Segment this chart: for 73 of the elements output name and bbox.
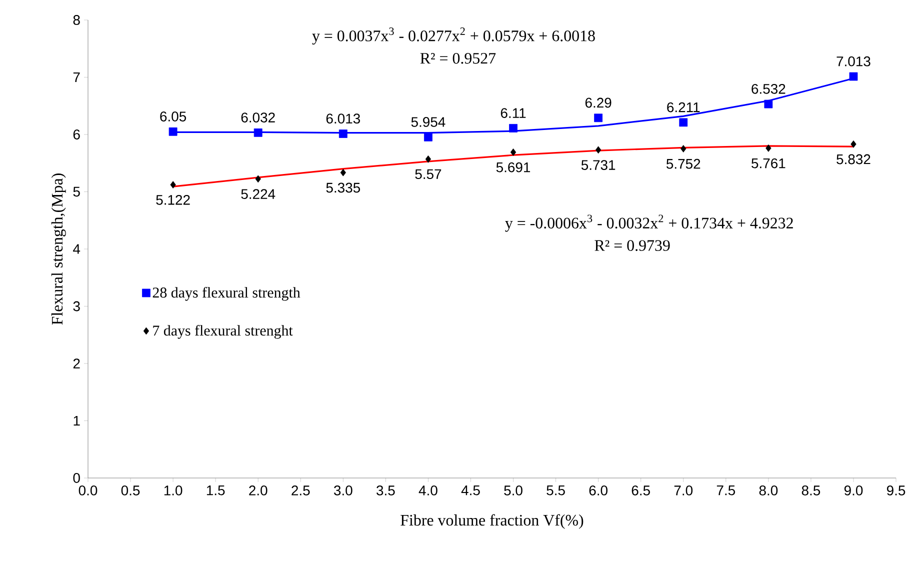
- x-tick-label: 3.0: [334, 486, 352, 496]
- x-tick-label: 4.0: [418, 486, 438, 496]
- point: [680, 144, 686, 152]
- data-label: 5.954: [411, 117, 446, 127]
- x-tick-label: 9.0: [844, 486, 863, 496]
- point: [595, 146, 602, 154]
- x-tick-label: 2.5: [292, 486, 310, 496]
- annotation: y = 0.0037x$^{3}$ - 0.0277x$^{2}$ + 0.0579x + 6.0018: [312, 27, 595, 45]
- x-tick-label: 0.5: [121, 486, 140, 496]
- x-tick-label: 3.5: [376, 486, 395, 496]
- point: [424, 132, 432, 142]
- y-tick-label: 8: [73, 15, 80, 25]
- point: [254, 128, 262, 137]
- x-tick-label: 4.5: [461, 486, 480, 496]
- y-axis-title: Flexural strength,(Mpa): [51, 174, 66, 325]
- data-label: 6.05: [160, 112, 186, 122]
- point: [594, 114, 603, 122]
- y-tick-label: 5: [73, 186, 80, 197]
- y-tick-label: 2: [73, 358, 80, 368]
- y-tick-label: 4: [73, 244, 80, 254]
- y-tick-label: 0: [73, 473, 80, 483]
- legend-label: 7 days flexural strenght: [153, 324, 293, 339]
- x-axis-title: Fibre volume fraction Vf(%): [400, 514, 584, 529]
- point: [679, 118, 688, 127]
- point: [849, 72, 858, 81]
- y-tick-label: 3: [73, 301, 80, 312]
- data-label: 6.11: [500, 108, 526, 118]
- data-label: 5.731: [581, 160, 616, 170]
- data-label: 5.122: [156, 194, 190, 205]
- data-label: 5.752: [666, 158, 700, 169]
- data-label: 6.032: [241, 112, 275, 122]
- annotation: y = -0.0006x$^{3}$ - 0.0032x$^{2}$ + 0.1734x + 4.9232: [505, 214, 793, 232]
- x-tick-label: 1.0: [164, 486, 182, 496]
- legend-label: 28 days flexural strength: [152, 286, 300, 301]
- data-label: 5.57: [415, 169, 442, 180]
- x-tick-label: 6.0: [589, 486, 608, 496]
- x-tick-label: 7.0: [674, 486, 693, 496]
- point: [168, 127, 178, 136]
- y-tick-label: 7: [73, 72, 80, 82]
- data-label: 6.29: [585, 98, 612, 108]
- data-label: 5.761: [752, 158, 786, 168]
- x-tick-label: 0.0: [78, 486, 98, 496]
- point: [510, 148, 516, 156]
- point: [850, 140, 856, 148]
- data-label: 6.013: [326, 114, 360, 124]
- point: [425, 155, 432, 163]
- y-tick-label: 1: [74, 416, 80, 426]
- point: [255, 175, 261, 183]
- point: [340, 168, 346, 176]
- x-tick-label: 8.0: [759, 486, 778, 496]
- x-tick-label: 8.5: [802, 486, 820, 496]
- x-tick-label: 7.5: [716, 486, 736, 496]
- data-label: 5.832: [836, 154, 870, 164]
- y-tick-label: 6: [73, 130, 80, 140]
- x-tick-label: 2.0: [249, 486, 268, 496]
- x-tick-label: 9.5: [886, 486, 906, 496]
- point: [509, 124, 518, 132]
- x-tick-label: 1.5: [206, 486, 225, 496]
- data-label: 7.013: [836, 56, 870, 66]
- data-label: 5.691: [496, 162, 530, 172]
- point: [338, 130, 348, 138]
- data-label: 5.224: [241, 189, 276, 199]
- point: [766, 144, 772, 152]
- data-label: 5.335: [326, 182, 360, 193]
- x-tick-label: 5.0: [504, 486, 522, 496]
- point: [764, 100, 773, 108]
- data-label: 6.211: [667, 102, 700, 112]
- x-tick-label: 5.5: [546, 486, 565, 496]
- annotation: R² = 0.9739: [594, 240, 670, 251]
- point: [170, 181, 176, 188]
- data-label: 6.532: [752, 84, 786, 94]
- annotation: R² = 0.9527: [420, 52, 496, 64]
- x-tick-label: 6.5: [632, 486, 650, 496]
